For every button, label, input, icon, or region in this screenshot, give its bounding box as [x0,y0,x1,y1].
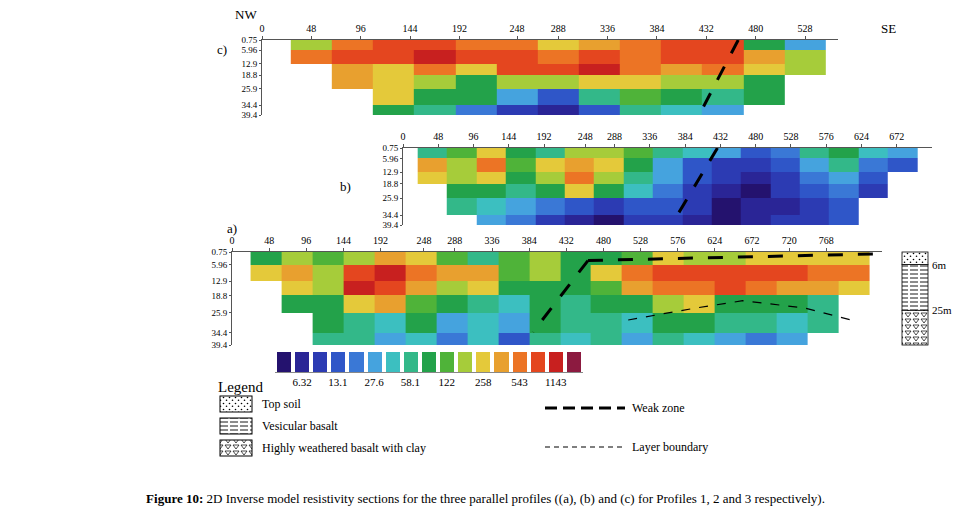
svg-text:672: 672 [889,131,904,142]
svg-text:528: 528 [798,23,813,34]
svg-text:384: 384 [522,235,537,246]
svg-text:384: 384 [649,23,664,34]
svg-text:6.32: 6.32 [293,376,312,388]
svg-text:39.4: 39.4 [241,110,257,120]
svg-text:34.4: 34.4 [241,100,257,110]
svg-text:96: 96 [301,235,311,246]
svg-text:0.75: 0.75 [241,35,257,45]
svg-text:432: 432 [559,235,574,246]
svg-text:543: 543 [511,376,528,388]
svg-text:258: 258 [475,376,492,388]
svg-text:48: 48 [264,235,274,246]
svg-text:480: 480 [596,235,611,246]
svg-text:192: 192 [537,131,552,142]
svg-text:336: 336 [642,131,657,142]
svg-text:12.9: 12.9 [382,167,398,177]
svg-text:0: 0 [401,131,406,142]
svg-text:18.8: 18.8 [241,70,257,80]
svg-text:18.8: 18.8 [211,291,227,301]
svg-text:480: 480 [748,131,763,142]
svg-text:96: 96 [356,23,366,34]
svg-text:432: 432 [699,23,714,34]
svg-text:384: 384 [678,131,693,142]
svg-text:192: 192 [373,235,388,246]
svg-text:288: 288 [447,235,462,246]
svg-text:528: 528 [633,235,648,246]
svg-text:58.1: 58.1 [401,376,420,388]
svg-text:48: 48 [306,23,316,34]
svg-text:288: 288 [551,23,566,34]
svg-text:25.9: 25.9 [382,193,398,203]
svg-text:Highly weathered basalt with c: Highly weathered basalt with clay [262,441,426,455]
svg-text:192: 192 [452,23,467,34]
svg-text:576: 576 [819,131,834,142]
svg-text:34.4: 34.4 [211,328,227,338]
svg-text:Layer boundary: Layer boundary [632,440,708,454]
svg-text:5.96: 5.96 [382,154,398,164]
svg-text:248: 248 [416,235,431,246]
svg-text:720: 720 [782,235,797,246]
svg-text:13.1: 13.1 [328,376,347,388]
svg-text:288: 288 [607,131,622,142]
svg-text:624: 624 [854,131,869,142]
svg-text:336: 336 [485,235,500,246]
svg-text:480: 480 [748,23,763,34]
svg-text:Figure 10: 2D Inverse model re: Figure 10: 2D Inverse model resistivity … [146,491,825,506]
svg-text:5.96: 5.96 [211,260,227,270]
svg-text:b): b) [340,179,351,194]
svg-text:122: 122 [438,376,455,388]
svg-text:NW: NW [235,7,257,22]
svg-text:39.4: 39.4 [382,220,398,230]
svg-text:Weak zone: Weak zone [632,401,685,415]
svg-text:34.4: 34.4 [382,210,398,220]
svg-text:18.8: 18.8 [382,179,398,189]
svg-text:12.9: 12.9 [211,276,227,286]
svg-text:48: 48 [433,131,443,142]
svg-text:0.75: 0.75 [382,143,398,153]
svg-text:0: 0 [230,235,235,246]
svg-text:672: 672 [745,235,760,246]
svg-text:12.9: 12.9 [241,59,257,69]
svg-text:25.9: 25.9 [211,308,227,318]
svg-text:624: 624 [707,235,722,246]
svg-text:SE: SE [881,21,896,36]
svg-text:Top soil: Top soil [262,397,301,411]
svg-text:c): c) [217,42,227,57]
svg-text:27.6: 27.6 [364,376,384,388]
svg-text:144: 144 [501,131,516,142]
svg-text:144: 144 [403,23,418,34]
svg-text:248: 248 [578,131,593,142]
svg-text:a): a) [227,221,237,236]
svg-text:0: 0 [260,23,265,34]
svg-text:0.75: 0.75 [211,247,227,257]
svg-text:Vesicular basalt: Vesicular basalt [262,419,338,433]
svg-text:144: 144 [336,235,351,246]
svg-text:248: 248 [510,23,525,34]
svg-text:336: 336 [600,23,615,34]
svg-text:432: 432 [713,131,728,142]
svg-text:768: 768 [819,235,834,246]
svg-text:528: 528 [783,131,798,142]
svg-text:25m: 25m [932,304,952,316]
svg-text:576: 576 [670,235,685,246]
svg-text:39.4: 39.4 [211,340,227,350]
svg-text:1143: 1143 [545,376,567,388]
svg-text:25.9: 25.9 [241,84,257,94]
svg-text:96: 96 [469,131,479,142]
svg-text:Legend: Legend [218,379,263,395]
svg-text:6m: 6m [932,259,947,271]
svg-text:5.96: 5.96 [241,45,257,55]
